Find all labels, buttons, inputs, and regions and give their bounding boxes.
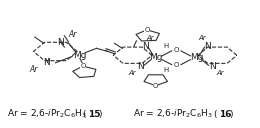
Text: Mg: Mg <box>73 51 87 60</box>
Text: (: ( <box>214 110 217 119</box>
Text: (: ( <box>82 110 86 119</box>
Text: Ar: Ar <box>129 70 136 76</box>
Text: Ar: Ar <box>198 35 206 41</box>
Text: O: O <box>174 62 179 68</box>
Text: O: O <box>153 83 158 89</box>
Text: Ar: Ar <box>68 30 76 39</box>
Text: O: O <box>144 27 150 33</box>
Text: Ar: Ar <box>147 35 154 41</box>
Text: N: N <box>142 42 149 51</box>
Text: ): ) <box>229 110 232 119</box>
Text: Ar = 2,6-$i$Pr$_2$C$_6$H$_3$: Ar = 2,6-$i$Pr$_2$C$_6$H$_3$ <box>133 108 213 120</box>
Text: Mg: Mg <box>149 53 162 62</box>
Text: ): ) <box>98 110 101 119</box>
Text: O: O <box>80 64 86 70</box>
Text: O: O <box>174 47 179 53</box>
Text: H: H <box>163 43 169 49</box>
Text: N: N <box>57 38 64 47</box>
Text: H: H <box>163 67 169 73</box>
Text: 15: 15 <box>88 110 100 119</box>
Text: Ar = 2,6-$i$Pr$_2$C$_6$H$_3$: Ar = 2,6-$i$Pr$_2$C$_6$H$_3$ <box>6 108 87 120</box>
Text: N: N <box>137 62 144 71</box>
Text: N: N <box>43 58 50 67</box>
Text: Ar: Ar <box>29 65 38 73</box>
Text: Mg: Mg <box>190 53 204 62</box>
Text: N: N <box>209 62 216 71</box>
Text: O: O <box>80 63 86 69</box>
Text: Ar: Ar <box>216 70 224 76</box>
Text: 16: 16 <box>219 110 231 119</box>
Text: N: N <box>204 42 211 51</box>
